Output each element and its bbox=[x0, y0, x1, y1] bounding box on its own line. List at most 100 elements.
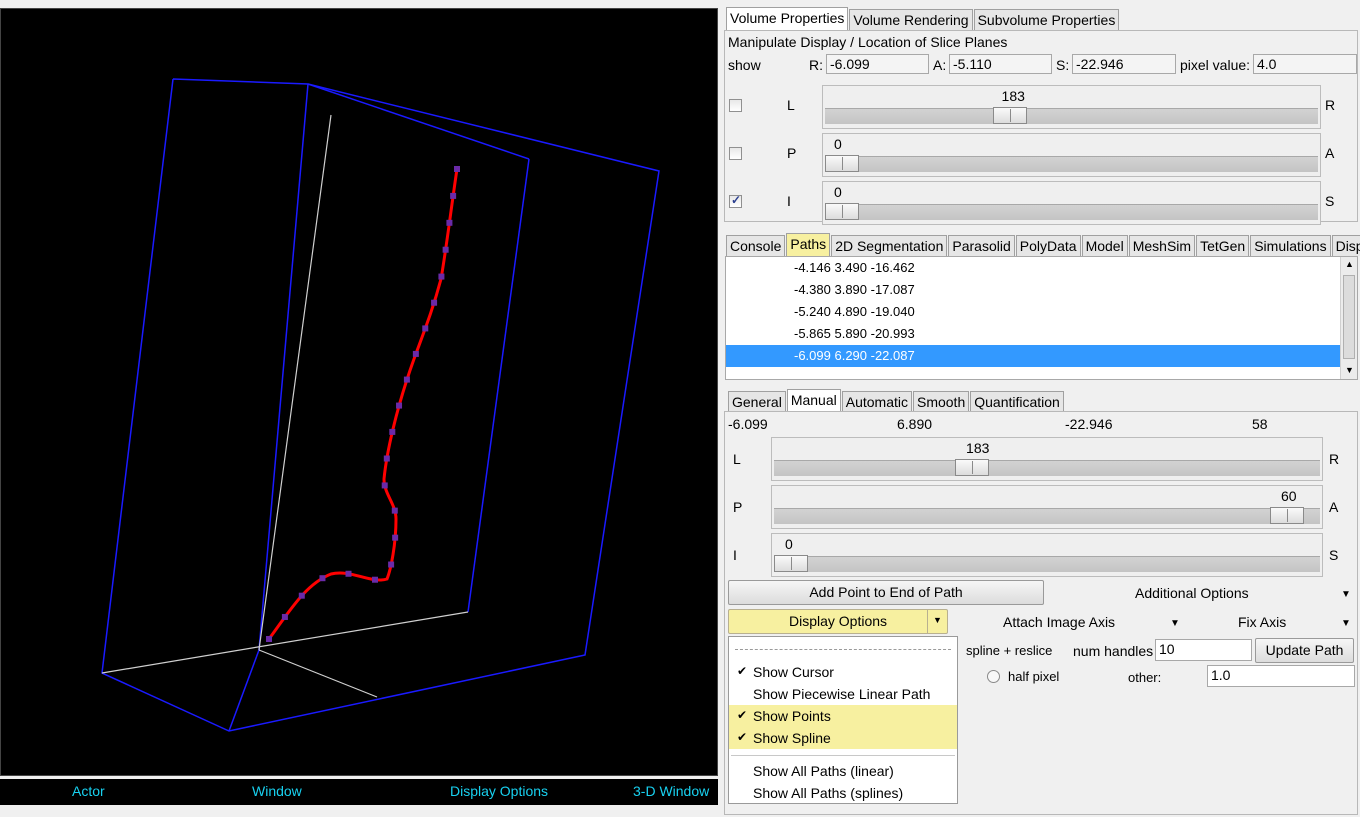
fix-axis-arrow-icon[interactable]: ▼ bbox=[1341, 618, 1351, 629]
s-field[interactable]: -22.946 bbox=[1072, 54, 1176, 74]
menu-separator bbox=[731, 755, 955, 756]
menu-show-all-paths-linear[interactable]: Show All Paths (linear) bbox=[753, 763, 894, 779]
volume-slider-p[interactable]: 0 bbox=[822, 133, 1321, 177]
scroll-down-icon[interactable]: ▼ bbox=[1345, 365, 1354, 375]
display-options-arrow[interactable]: ▼ bbox=[927, 609, 948, 634]
other-field[interactable]: 1.0 bbox=[1207, 665, 1355, 687]
tab-simulations[interactable]: Simulations bbox=[1250, 235, 1331, 256]
manual-slider-p[interactable]: 60 bbox=[771, 485, 1323, 529]
path-point[interactable] bbox=[454, 166, 460, 172]
slice-checkbox-p[interactable] bbox=[729, 147, 742, 160]
path-point[interactable] bbox=[319, 575, 326, 582]
tab-smooth[interactable]: Smooth bbox=[912, 391, 970, 412]
tab-displays[interactable]: Displays bbox=[1331, 235, 1360, 256]
path-point[interactable] bbox=[442, 246, 449, 253]
path-point[interactable] bbox=[396, 402, 403, 409]
additional-options-arrow-icon[interactable]: ▼ bbox=[1341, 589, 1351, 600]
tab-tetgen[interactable]: TetGen bbox=[1196, 235, 1250, 256]
slice-checkbox-l[interactable] bbox=[729, 99, 742, 112]
path-point[interactable] bbox=[403, 376, 410, 383]
menu-tearoff[interactable] bbox=[735, 649, 951, 659]
list-item[interactable]: -4.380 3.890 -17.087 bbox=[794, 282, 915, 297]
list-item[interactable]: -5.240 4.890 -19.040 bbox=[794, 304, 915, 319]
display-options-button[interactable]: Display Options bbox=[728, 609, 948, 634]
tab-automatic[interactable]: Automatic bbox=[841, 391, 912, 412]
path-point[interactable] bbox=[383, 455, 390, 462]
slider-right-label-a: A bbox=[1325, 145, 1335, 161]
attach-image-axis-arrow-icon[interactable]: ▼ bbox=[1170, 618, 1180, 629]
checkmark-icon: ✔ bbox=[737, 730, 748, 744]
readout-s: -22.946 bbox=[1065, 416, 1113, 432]
path-point[interactable] bbox=[298, 592, 305, 599]
tab-subvolume-properties[interactable]: Subvolume Properties bbox=[973, 9, 1120, 30]
tab-2d-segmentation[interactable]: 2D Segmentation bbox=[831, 235, 948, 256]
volume-slider-i[interactable]: 0 bbox=[822, 181, 1321, 225]
box-edge-front-bottom bbox=[228, 649, 260, 732]
tab-quantification[interactable]: Quantification bbox=[970, 391, 1064, 412]
pixel-value-field[interactable]: 4.0 bbox=[1253, 54, 1357, 74]
slider-thumb[interactable] bbox=[955, 459, 990, 476]
r-field[interactable]: -6.099 bbox=[826, 54, 929, 74]
slider-left-label-p: P bbox=[787, 145, 797, 161]
menu-show-cursor[interactable]: ✔ Show Cursor bbox=[729, 661, 957, 683]
slice-checkbox-i[interactable] bbox=[729, 193, 742, 208]
tab-meshsim[interactable]: MeshSim bbox=[1128, 235, 1196, 256]
menu-show-points[interactable]: ✔ Show Points bbox=[729, 705, 957, 727]
tab-manual[interactable]: Manual bbox=[786, 389, 841, 412]
add-point-button[interactable]: Add Point to End of Path bbox=[728, 580, 1044, 605]
manual-slider-i[interactable]: 0 bbox=[771, 533, 1323, 577]
menu-item-label: Show Spline bbox=[753, 730, 831, 746]
menu-show-all-paths-splines[interactable]: Show All Paths (splines) bbox=[753, 785, 904, 801]
manual-slider-l[interactable]: 183 bbox=[771, 437, 1323, 481]
tab-console[interactable]: Console bbox=[726, 235, 786, 256]
path-point[interactable] bbox=[422, 325, 429, 332]
slider-thumb[interactable] bbox=[825, 155, 859, 172]
tab-paths[interactable]: Paths bbox=[786, 233, 831, 256]
path-points bbox=[266, 166, 460, 642]
path-point[interactable] bbox=[266, 636, 272, 642]
path-point[interactable] bbox=[372, 576, 379, 583]
list-scrollbar[interactable]: ▲ ▼ bbox=[1340, 257, 1357, 379]
path-point[interactable] bbox=[381, 482, 388, 489]
volume-slider-l[interactable]: 183 bbox=[822, 85, 1321, 129]
path-point[interactable] bbox=[389, 428, 396, 435]
tab-volume-properties[interactable]: Volume Properties bbox=[726, 7, 849, 30]
update-path-button[interactable]: Update Path bbox=[1255, 638, 1354, 663]
scrollbar-thumb[interactable] bbox=[1343, 275, 1355, 359]
slider-thumb[interactable] bbox=[992, 107, 1027, 124]
num-handles-field[interactable]: 10 bbox=[1155, 639, 1252, 661]
slider-thumb[interactable] bbox=[774, 555, 808, 572]
tab-polydata[interactable]: PolyData bbox=[1015, 235, 1081, 256]
path-point[interactable] bbox=[345, 570, 352, 577]
fix-axis-label[interactable]: Fix Axis bbox=[1238, 614, 1287, 630]
a-field[interactable]: -5.110 bbox=[949, 54, 1052, 74]
tab-volume-rendering[interactable]: Volume Rendering bbox=[849, 9, 973, 30]
half-pixel-radio[interactable] bbox=[987, 670, 1000, 683]
attach-image-axis-label[interactable]: Attach Image Axis bbox=[1003, 614, 1116, 630]
path-point[interactable] bbox=[438, 273, 445, 280]
list-item[interactable]: -6.099 6.290 -22.087 bbox=[726, 345, 1340, 367]
path-point[interactable] bbox=[431, 299, 438, 306]
slider-track bbox=[774, 460, 1320, 476]
slider-thumb[interactable] bbox=[1270, 507, 1304, 524]
scroll-up-icon[interactable]: ▲ bbox=[1345, 259, 1354, 269]
path-point[interactable] bbox=[446, 219, 453, 226]
path-point[interactable] bbox=[391, 507, 398, 514]
slider-right-label-r: R bbox=[1325, 97, 1336, 113]
list-item[interactable]: -4.146 3.490 -16.462 bbox=[794, 260, 915, 275]
path-point[interactable] bbox=[412, 350, 419, 357]
path-point[interactable] bbox=[281, 613, 288, 620]
menu-show-piecewise-linear-path[interactable]: Show Piecewise Linear Path bbox=[729, 683, 957, 705]
tab-parasolid[interactable]: Parasolid bbox=[948, 235, 1015, 256]
slider-thumb[interactable] bbox=[825, 203, 859, 220]
tab-model[interactable]: Model bbox=[1081, 235, 1128, 256]
path-point[interactable] bbox=[388, 561, 395, 568]
tab-general[interactable]: General bbox=[728, 391, 786, 412]
menu-show-spline[interactable]: ✔ Show Spline bbox=[729, 727, 957, 749]
path-points-list[interactable]: -4.146 3.490 -16.462 -4.380 3.890 -17.087… bbox=[725, 256, 1358, 380]
path-point[interactable] bbox=[392, 534, 399, 541]
3d-viewport[interactable] bbox=[0, 8, 718, 776]
box-edge-inner-top bbox=[307, 83, 530, 160]
path-point[interactable] bbox=[450, 192, 457, 199]
list-item[interactable]: -5.865 5.890 -20.993 bbox=[794, 326, 915, 341]
